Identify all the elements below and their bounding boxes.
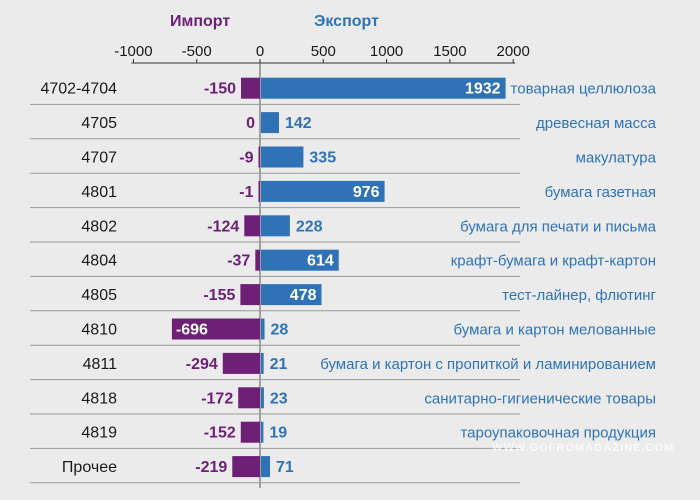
import-bar bbox=[240, 284, 260, 306]
import-value-label: -37 bbox=[227, 253, 250, 270]
export-value-label: 478 bbox=[290, 287, 317, 304]
x-tick-label: -500 bbox=[182, 43, 212, 60]
export-bar bbox=[261, 318, 265, 340]
import-bar bbox=[258, 180, 260, 202]
legend-import: Импорт bbox=[170, 13, 231, 30]
category-description: макулатура bbox=[576, 150, 657, 167]
import-value-label: -152 bbox=[204, 425, 236, 442]
import-value-label: -155 bbox=[203, 287, 235, 304]
export-bar bbox=[261, 77, 506, 99]
import-bar bbox=[258, 146, 260, 168]
import-value-label: -696 bbox=[176, 322, 208, 339]
category-label: 4702-4704 bbox=[40, 81, 117, 98]
export-bar bbox=[261, 180, 385, 202]
category-description: тароупаковочная продукция bbox=[460, 425, 656, 442]
export-bar bbox=[261, 249, 339, 271]
import-bar bbox=[222, 352, 260, 374]
category-description: санитарно-гигиенические товары bbox=[424, 390, 656, 407]
category-label: 4801 bbox=[81, 184, 117, 201]
export-value-label: 976 bbox=[353, 184, 380, 201]
category-label: 4707 bbox=[81, 150, 117, 167]
export-value-label: 23 bbox=[270, 390, 288, 407]
export-value-label: 19 bbox=[269, 425, 287, 442]
export-bar bbox=[261, 112, 279, 134]
export-value-label: 614 bbox=[307, 253, 334, 270]
export-bar bbox=[261, 284, 322, 306]
watermark: WWW.GOFROMAGAZINE.COM bbox=[492, 442, 675, 454]
import-bar bbox=[241, 77, 260, 99]
import-value-label: -1 bbox=[239, 184, 253, 201]
x-tick-label: 0 bbox=[256, 43, 264, 60]
export-value-label: 71 bbox=[276, 459, 294, 476]
export-value-label: 142 bbox=[285, 115, 312, 132]
category-label: 4805 bbox=[81, 287, 117, 304]
category-label: 4705 bbox=[81, 115, 117, 132]
category-description: тест-лайнер, флютинг bbox=[502, 287, 656, 304]
export-value-label: 228 bbox=[296, 218, 323, 235]
x-tick-label: 1500 bbox=[433, 43, 466, 60]
export-bar bbox=[261, 421, 264, 443]
export-bar bbox=[261, 352, 264, 374]
category-description: древесная масса bbox=[536, 115, 657, 132]
category-description: бумага и картон мелованные bbox=[454, 322, 656, 339]
category-description: товарная целлюлоза bbox=[511, 81, 657, 98]
category-label: 4818 bbox=[81, 390, 117, 407]
export-bar bbox=[261, 146, 304, 168]
import-value-label: -150 bbox=[204, 81, 236, 98]
x-tick-label: -1000 bbox=[114, 43, 152, 60]
export-value-label: 335 bbox=[309, 150, 336, 167]
export-bar bbox=[261, 387, 264, 409]
legend-export: Экспорт bbox=[314, 13, 379, 30]
import-bar bbox=[240, 421, 260, 443]
import-bar bbox=[171, 318, 260, 340]
import-value-label: -294 bbox=[186, 356, 218, 373]
category-label: 4819 bbox=[81, 425, 117, 442]
category-description: бумага газетная bbox=[545, 184, 656, 201]
import-value-label: -9 bbox=[239, 150, 253, 167]
category-label: 4804 bbox=[81, 253, 117, 270]
category-description: бумага для печати и письма bbox=[460, 218, 657, 235]
import-value-label: -172 bbox=[201, 390, 233, 407]
export-value-label: 1932 bbox=[465, 81, 501, 98]
category-label: 4811 bbox=[83, 356, 118, 373]
import-value-label: -219 bbox=[195, 459, 227, 476]
import-bar bbox=[232, 456, 260, 478]
import-bar bbox=[238, 387, 260, 409]
import-value-label: 0 bbox=[246, 115, 255, 132]
category-label: 4802 bbox=[81, 218, 117, 235]
export-value-label: 28 bbox=[271, 322, 289, 339]
x-tick-label: 2000 bbox=[497, 43, 530, 60]
x-tick-label: 500 bbox=[311, 43, 336, 60]
import-bar bbox=[255, 249, 260, 271]
export-value-label: 21 bbox=[270, 356, 288, 373]
export-bar bbox=[261, 215, 290, 237]
import-value-label: -124 bbox=[207, 218, 239, 235]
category-label: 4810 bbox=[81, 322, 117, 339]
import-bar bbox=[244, 215, 260, 237]
category-description: бумага и картон с пропиткой и ламинирова… bbox=[320, 356, 656, 373]
x-tick-label: 1000 bbox=[370, 43, 403, 60]
category-label: Прочее bbox=[62, 459, 117, 476]
category-description: крафт-бумага и крафт-картон bbox=[451, 253, 656, 270]
export-bar bbox=[261, 456, 270, 478]
